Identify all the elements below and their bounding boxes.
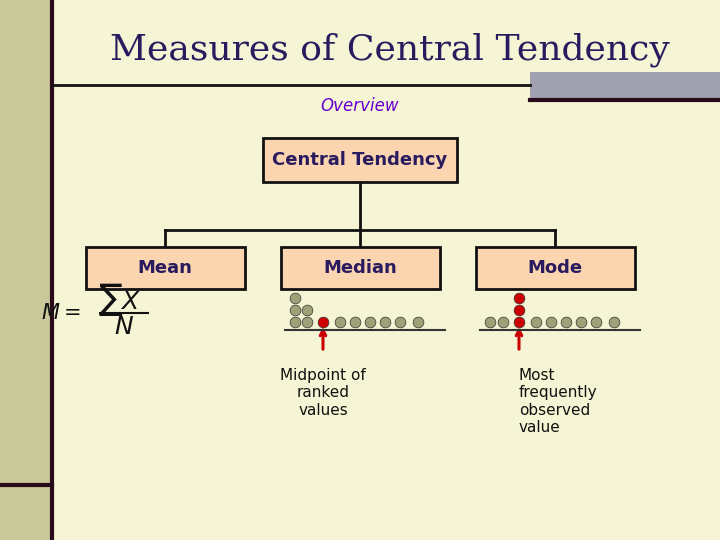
Point	[349, 318, 361, 326]
Point	[301, 318, 312, 326]
Point	[513, 306, 525, 314]
Point	[560, 318, 572, 326]
Text: Overview: Overview	[320, 97, 400, 115]
Point	[395, 318, 406, 326]
Point	[513, 318, 525, 326]
Point	[485, 318, 496, 326]
Point	[575, 318, 587, 326]
Point	[513, 294, 525, 302]
FancyBboxPatch shape	[475, 247, 634, 289]
Point	[289, 294, 301, 302]
Point	[498, 318, 509, 326]
Point	[530, 318, 541, 326]
Text: $M =$: $M =$	[40, 303, 80, 323]
Point	[289, 318, 301, 326]
Point	[545, 318, 557, 326]
Point	[590, 318, 602, 326]
Point	[318, 318, 329, 326]
Point	[364, 318, 376, 326]
Text: $\sum X$: $\sum X$	[99, 281, 142, 319]
Text: Measures of Central Tendency: Measures of Central Tendency	[110, 33, 670, 68]
Point	[379, 318, 391, 326]
Point	[301, 306, 312, 314]
FancyBboxPatch shape	[530, 72, 720, 100]
Text: $N$: $N$	[114, 315, 134, 339]
FancyBboxPatch shape	[263, 138, 457, 182]
Text: Median: Median	[323, 259, 397, 277]
Text: Most
frequently
observed
value: Most frequently observed value	[519, 368, 598, 435]
FancyBboxPatch shape	[281, 247, 439, 289]
Point	[289, 306, 301, 314]
Text: Mean: Mean	[138, 259, 192, 277]
Text: Central Tendency: Central Tendency	[272, 151, 448, 169]
Point	[413, 318, 424, 326]
Text: Midpoint of
ranked
values: Midpoint of ranked values	[280, 368, 366, 418]
FancyBboxPatch shape	[0, 0, 52, 540]
Point	[608, 318, 620, 326]
Text: Mode: Mode	[528, 259, 582, 277]
FancyBboxPatch shape	[86, 247, 245, 289]
Point	[334, 318, 346, 326]
